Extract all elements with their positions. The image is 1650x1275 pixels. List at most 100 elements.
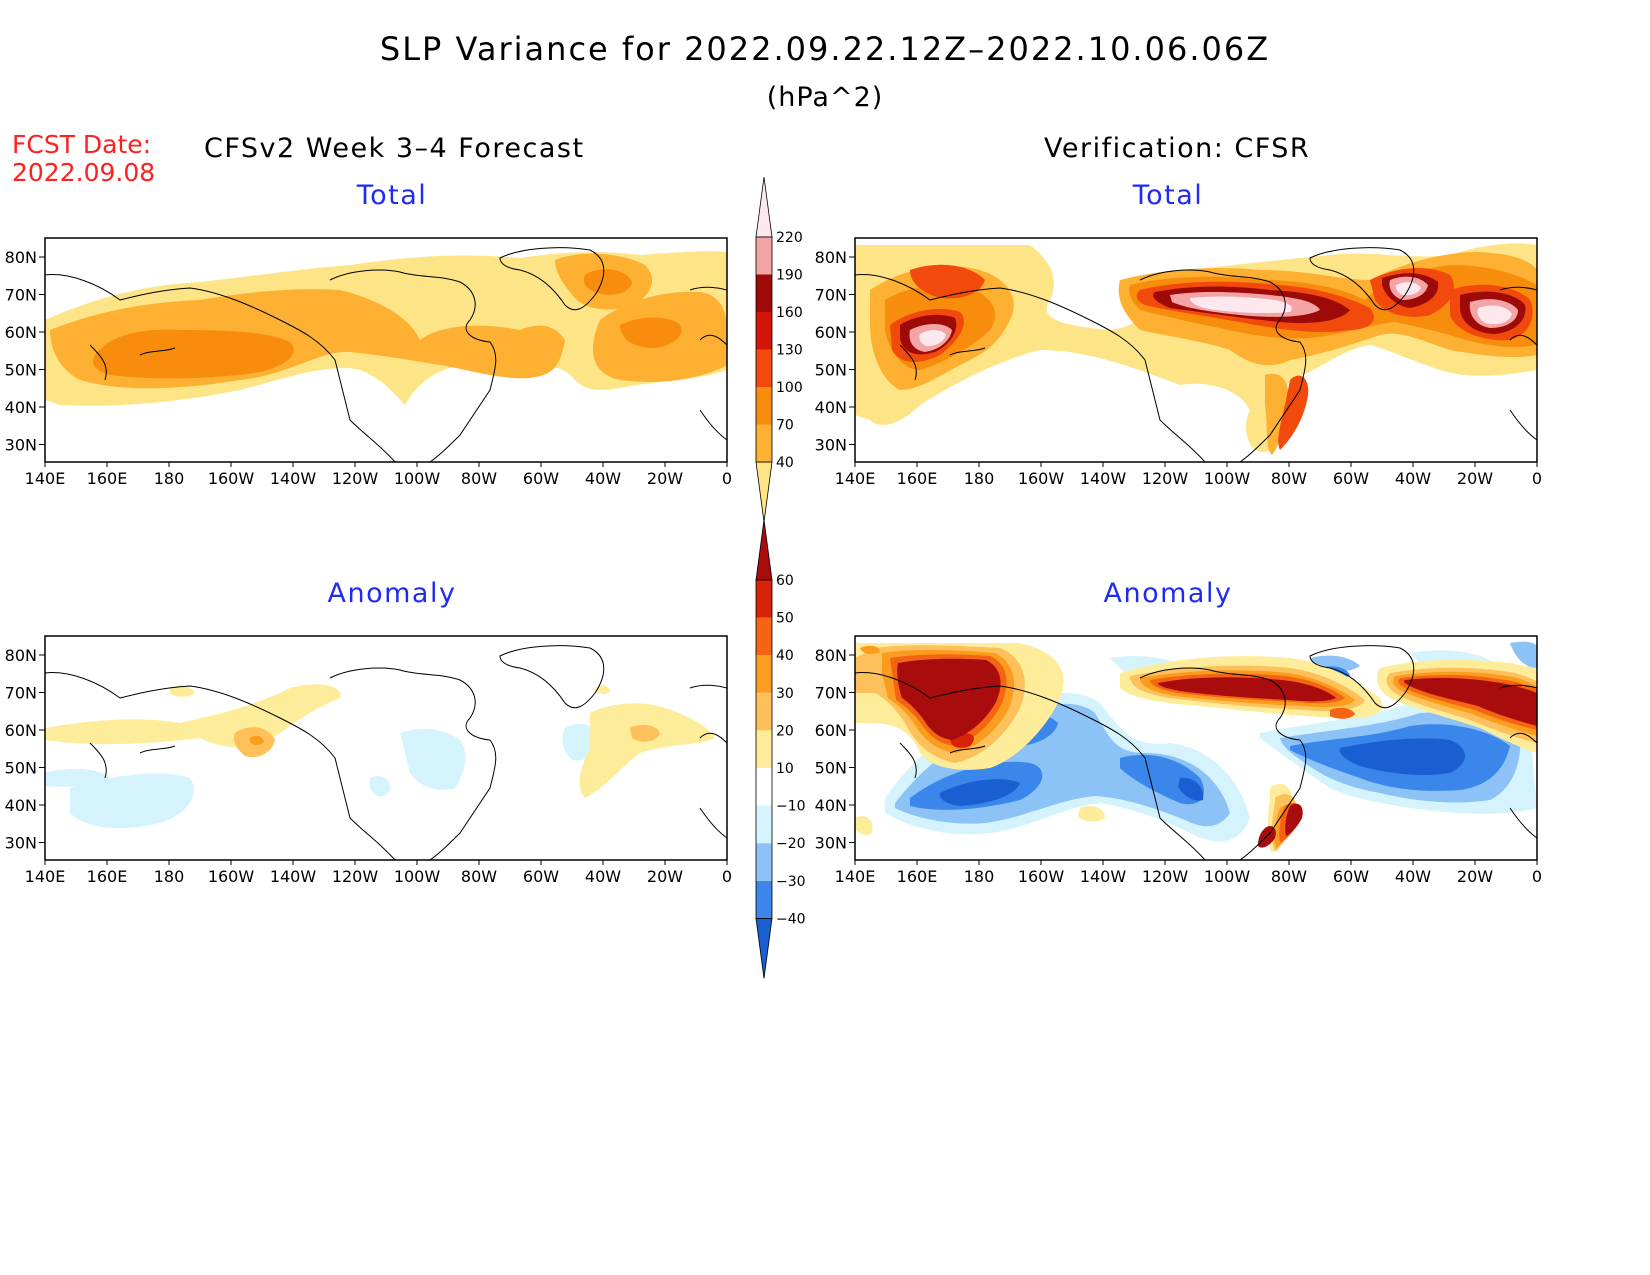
colorbar-label: 160 bbox=[776, 305, 803, 321]
map-panel-fcst-anomaly: 80N 70N 60N 50N 40N 30N 140E 160E 180 160W 140W 12… bbox=[5, 635, 732, 886]
lon-label: 160E bbox=[87, 469, 128, 488]
lon-label: 180 bbox=[154, 867, 185, 886]
lon-label: 100W bbox=[394, 867, 441, 886]
lat-label: 40N bbox=[815, 398, 847, 417]
colorbar-box bbox=[756, 237, 772, 275]
fcst-date-value: 2022.09.08 bbox=[12, 158, 156, 187]
lon-label: 40W bbox=[1395, 469, 1431, 488]
map-panel-verif-anomaly: 80N 70N 60N 50N 40N 30N 140E 160E 180 160W 140W 12… bbox=[815, 635, 1542, 886]
lat-label: 70N bbox=[815, 684, 847, 703]
coastline-asia bbox=[899, 742, 986, 779]
coastline-europe bbox=[689, 684, 727, 839]
lon-label: 160W bbox=[208, 867, 255, 886]
lon-label: 80W bbox=[1271, 867, 1307, 886]
colorbar-label: 40 bbox=[776, 648, 794, 664]
lon-label: 80W bbox=[461, 469, 497, 488]
lat-label: 60N bbox=[5, 721, 37, 740]
lon-label: 140W bbox=[1080, 469, 1127, 488]
fcst-date-label: FCST Date: bbox=[12, 130, 152, 159]
coastline-greenland bbox=[1309, 645, 1415, 709]
colorbar-box bbox=[756, 880, 772, 919]
lat-label: 80N bbox=[815, 646, 847, 665]
lon-label: 100W bbox=[394, 469, 441, 488]
lat-label: 80N bbox=[5, 646, 37, 665]
colorbar-box bbox=[756, 843, 772, 881]
lon-label: 140W bbox=[1080, 867, 1127, 886]
lon-label: 140E bbox=[835, 469, 876, 488]
lon-label: 80W bbox=[461, 867, 497, 886]
coastline-europe bbox=[689, 286, 727, 441]
units-label: (hPa^2) bbox=[766, 82, 884, 113]
right-heading: Verification: CFSR bbox=[1044, 133, 1311, 164]
lat-label: 30N bbox=[815, 436, 847, 455]
lat-label: 70N bbox=[5, 286, 37, 305]
lon-label: 160E bbox=[87, 867, 128, 886]
lon-label: 20W bbox=[1457, 469, 1493, 488]
map-panel-verif-total: 80N 70N 60N 50N 40N 30N 140E 160E 180 160W 140W 12… bbox=[815, 237, 1542, 488]
lat-label: 80N bbox=[815, 248, 847, 267]
lon-label: 100W bbox=[1204, 469, 1251, 488]
lon-label: 20W bbox=[647, 867, 683, 886]
coastline-west bbox=[855, 274, 1206, 462]
lat-label: 60N bbox=[5, 323, 37, 342]
colorbar-label: 20 bbox=[776, 723, 794, 739]
lon-label: 180 bbox=[964, 867, 995, 886]
lat-label: 80N bbox=[5, 248, 37, 267]
panel-title-verif-anomaly: Anomaly bbox=[1103, 578, 1233, 609]
colorbar-bottom-triangle bbox=[755, 918, 773, 979]
lat-label: 50N bbox=[815, 759, 847, 778]
lon-label: 140W bbox=[270, 867, 317, 886]
lon-label: 100W bbox=[1204, 867, 1251, 886]
coastline-greenland bbox=[499, 247, 605, 311]
colorbar-label: 10 bbox=[776, 761, 794, 777]
colorbar-bottom-triangle bbox=[755, 461, 773, 523]
coastline-asia bbox=[899, 344, 986, 381]
colorbar-box bbox=[756, 617, 772, 656]
lat-label: 70N bbox=[815, 286, 847, 305]
lat-label: 30N bbox=[815, 834, 847, 853]
colorbar-box bbox=[756, 655, 772, 693]
colorbar-label: −10 bbox=[776, 799, 806, 815]
lat-label: 50N bbox=[815, 361, 847, 380]
colorbar-box bbox=[756, 768, 772, 806]
shading-fcst-total bbox=[45, 251, 727, 406]
lat-label: 40N bbox=[5, 398, 37, 417]
colorbar-label: 130 bbox=[776, 343, 803, 359]
panel-title-fcst-anomaly: Anomaly bbox=[327, 578, 457, 609]
panel-title-verif-total: Total bbox=[1132, 180, 1204, 211]
coastline-west bbox=[855, 672, 1206, 860]
colorbar-label: 60 bbox=[776, 573, 794, 589]
lat-label: 30N bbox=[5, 436, 37, 455]
shading-verif-total bbox=[855, 243, 1537, 455]
colorbar-label: 40 bbox=[776, 455, 794, 471]
coastline-central bbox=[329, 667, 497, 860]
lon-label: 120W bbox=[1142, 867, 1189, 886]
map-panel-fcst-total: 80N 70N 60N 50N 40N 30N 140E 160E 180 160W 140W 12… bbox=[5, 237, 732, 488]
colorbar-box bbox=[756, 805, 772, 844]
lon-label: 160W bbox=[1018, 469, 1065, 488]
lon-label: 160W bbox=[1018, 867, 1065, 886]
lat-label: 70N bbox=[5, 684, 37, 703]
chart-title: SLP Variance for 2022.09.22.12Z–2022.10.… bbox=[379, 30, 1271, 68]
colorbar-box bbox=[756, 730, 772, 768]
shading-verif-anomaly bbox=[855, 641, 1537, 853]
colorbar-top-triangle bbox=[755, 176, 773, 238]
lon-label: 0 bbox=[722, 867, 732, 886]
lon-label: 60W bbox=[523, 469, 559, 488]
lon-label: 140E bbox=[25, 469, 66, 488]
lon-label: 140E bbox=[25, 867, 66, 886]
lon-label: 160W bbox=[208, 469, 255, 488]
coastline-asia bbox=[89, 344, 176, 381]
lon-label: 60W bbox=[1333, 469, 1369, 488]
coastline-central bbox=[1139, 667, 1307, 860]
coastline-greenland bbox=[499, 645, 605, 709]
colorbar-box bbox=[756, 349, 772, 387]
colorbar-label: 30 bbox=[776, 686, 794, 702]
colorbar-total: 40 70 100 130 160 190 220 bbox=[755, 176, 803, 523]
lon-label: 40W bbox=[585, 469, 621, 488]
lon-label: 20W bbox=[1457, 867, 1493, 886]
coastline-asia bbox=[89, 742, 176, 779]
coastline-central bbox=[1139, 269, 1307, 462]
colorbar-box bbox=[756, 274, 772, 312]
colorbar-anomaly: −40 −30 −20 −10 10 20 30 40 50 60 bbox=[755, 519, 806, 979]
